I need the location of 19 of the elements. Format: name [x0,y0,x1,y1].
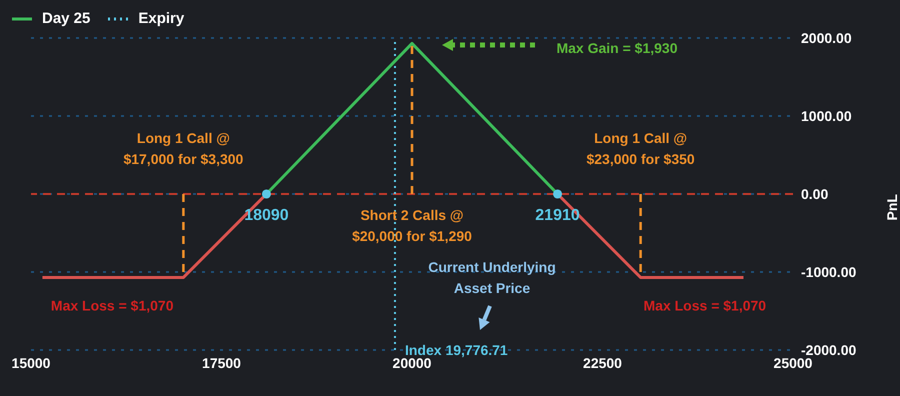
annotation: 21910 [535,207,580,224]
x-tick-label: 15000 [12,354,51,371]
annotation: Max Loss = $1,070 [50,297,174,314]
x-tick-label: 22500 [583,354,622,371]
annotation: Long 1 Call @ $23,000 for $350 [586,130,695,167]
annotation: Max Loss = $1,070 [644,297,766,314]
y-tick-label: 2000.00 [801,30,852,46]
legend-label: Day 25 [42,10,90,27]
y-axis-title: PnL [884,194,900,220]
annotation: Max Gain = $1,930 [556,40,678,56]
y-tick-label: 0.00 [801,186,828,202]
y-tick-label: -1000.00 [801,264,856,280]
annotation: 18090 [244,207,289,224]
annotation: Short 2 Calls @ $20,000 for $1,290 [352,206,472,244]
annotation: Long 1 Call @ $17,000 for $3,300 [123,130,244,167]
annotation: Current Underlying Asset Price [428,258,556,296]
legend-label: Expiry [138,10,184,27]
x-tick-label: 17500 [202,354,242,371]
y-tick-label: 1000.00 [801,108,852,124]
